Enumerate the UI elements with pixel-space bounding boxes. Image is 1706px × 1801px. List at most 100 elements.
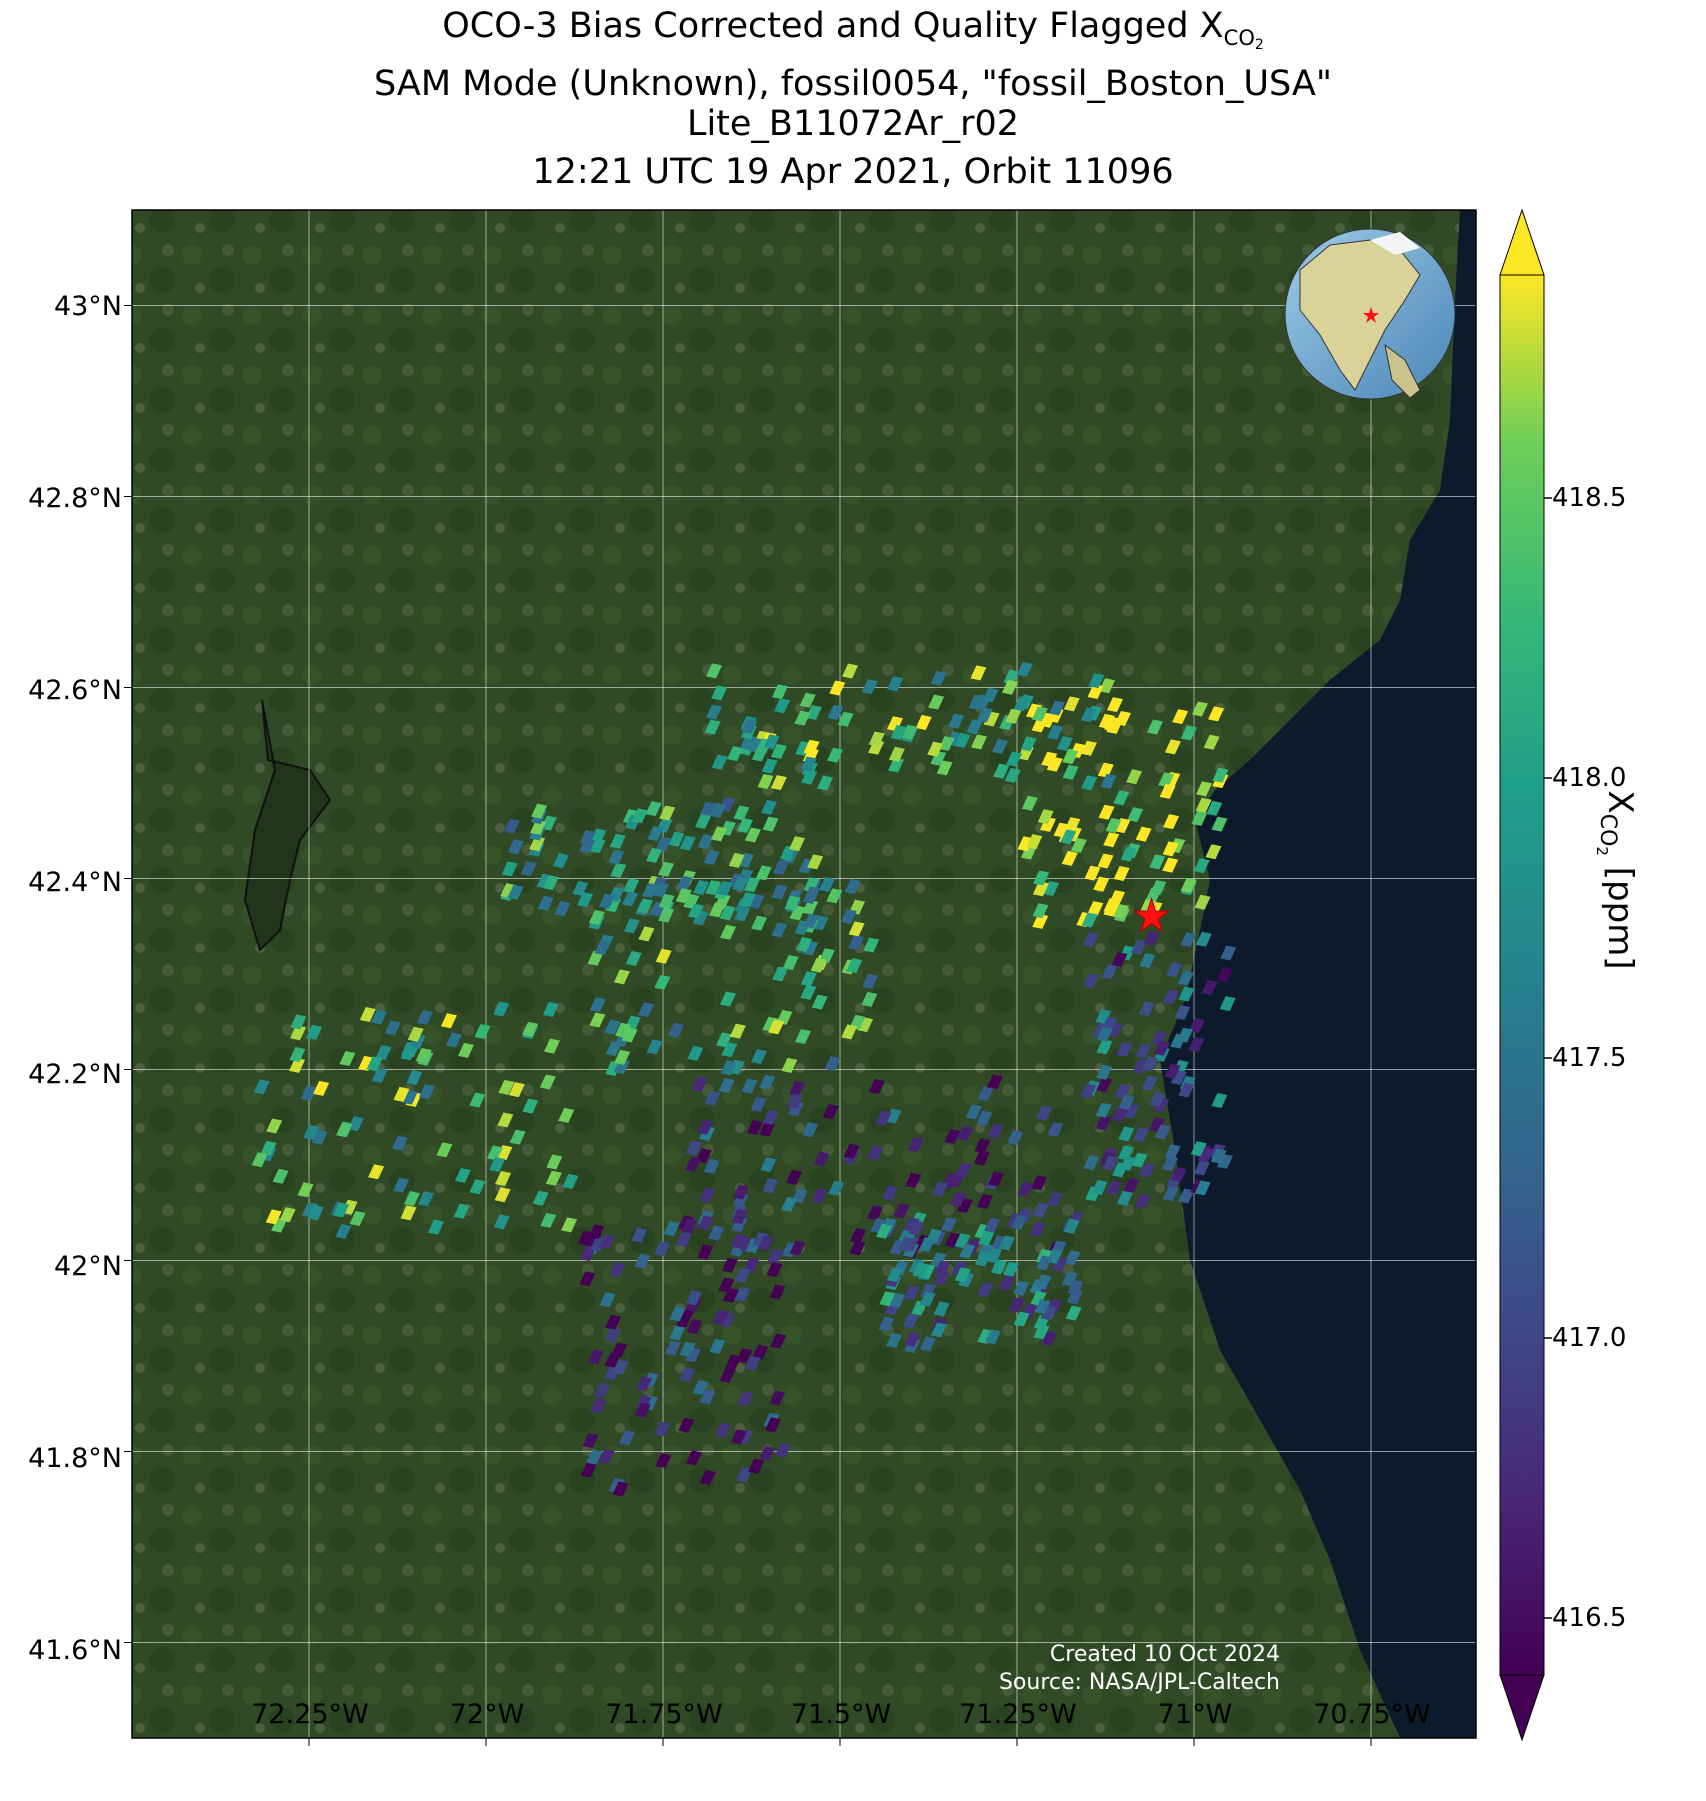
xco2-cell	[1220, 945, 1237, 961]
xco2-cell	[453, 1203, 470, 1219]
xco2-cell	[588, 909, 605, 925]
xco2-cell	[1135, 1043, 1152, 1059]
xco2-cell	[1096, 1039, 1113, 1055]
xco2-cell	[714, 1422, 731, 1438]
xco2-cell	[819, 877, 836, 893]
xco2-cell	[739, 735, 756, 751]
xco2-cell	[440, 1013, 457, 1029]
xco2-cell	[731, 1217, 748, 1233]
xco2-cell	[664, 1340, 681, 1356]
xco2-cell	[339, 1050, 356, 1066]
globe-star-icon	[1363, 307, 1379, 323]
xco2-cell	[1210, 1148, 1227, 1164]
xco2-cell	[1017, 1181, 1034, 1197]
xco2-cell	[1135, 826, 1152, 842]
xco2-cell	[251, 1152, 268, 1168]
xco2-cell	[732, 1184, 749, 1200]
xco2-cell	[265, 1209, 282, 1225]
xco2-cell	[1194, 1180, 1211, 1196]
xco2-cell	[796, 937, 813, 953]
xco2-cell	[759, 1074, 776, 1090]
xco2-cell	[605, 1041, 622, 1057]
xco2-cell	[1180, 725, 1197, 741]
xco2-cell	[1036, 1255, 1053, 1271]
xco2-cell	[768, 1019, 785, 1035]
xco2-cell	[764, 1417, 781, 1433]
xco2-cell	[1046, 1191, 1063, 1207]
xco2-cell	[577, 1230, 594, 1246]
xco2-cell	[289, 1046, 306, 1062]
xco2-cell	[655, 836, 672, 852]
xco2-cell	[683, 893, 700, 909]
xco2-cell	[1087, 683, 1104, 699]
xco2-cell	[789, 905, 806, 921]
xco2-cell	[612, 1359, 629, 1375]
xco2-cell	[1170, 1167, 1187, 1183]
xco2-cell	[1046, 756, 1063, 772]
xco2-cell	[501, 861, 518, 877]
xco2-cell	[253, 1079, 270, 1095]
xco2-cell	[654, 1421, 671, 1437]
globe-inset	[1284, 228, 1456, 400]
xco2-cell	[1051, 1256, 1068, 1272]
xco2-cell	[1003, 1261, 1020, 1277]
xco2-cell	[1114, 1083, 1131, 1099]
xco2-cell	[609, 1262, 626, 1278]
xco2-cell	[706, 663, 723, 679]
xco2-cell	[761, 799, 778, 815]
xco2-cell	[667, 1022, 684, 1038]
xco2-cell	[1120, 846, 1137, 862]
title-line-4: 12:21 UTC 19 Apr 2021, Orbit 11096	[532, 152, 1174, 192]
xco2-cell	[958, 1272, 975, 1288]
xco2-cell	[1088, 673, 1105, 689]
xco2-cell	[613, 969, 630, 985]
xco2-cell	[750, 1096, 767, 1112]
xco2-cell	[933, 1270, 950, 1286]
xco2-cell	[493, 1001, 510, 1017]
xco2-cell	[1098, 678, 1115, 694]
xco2-cell	[1008, 1297, 1025, 1313]
xco2-cell	[848, 934, 865, 950]
xco2-cell	[1064, 1250, 1081, 1266]
xco2-cell	[1112, 904, 1129, 920]
xco2-cell	[888, 746, 905, 762]
xco2-cell	[545, 1170, 562, 1186]
xco2-cell	[384, 1020, 401, 1036]
xco2-cell	[685, 1140, 702, 1156]
xco2-cell	[297, 1182, 314, 1198]
xco2-cell	[904, 1331, 921, 1347]
xco2-cell	[691, 1076, 708, 1092]
xco2-cell	[418, 1084, 435, 1100]
xco2-cell	[1133, 1127, 1150, 1143]
xco2-cell	[867, 1205, 884, 1221]
xco2-cell	[878, 1316, 895, 1332]
xco2-cell	[1084, 865, 1101, 881]
xco2-cell	[1034, 1298, 1051, 1314]
xco2-cell	[848, 921, 865, 937]
xco2-cell	[406, 1070, 423, 1086]
xco2-cell	[598, 893, 615, 909]
xco2-cell	[770, 775, 787, 791]
xco2-cell	[730, 1233, 747, 1249]
xco2-cell	[1180, 877, 1197, 893]
xco2-cell	[775, 1442, 792, 1458]
xco2-cell	[400, 1045, 417, 1061]
xco2-cell	[520, 861, 537, 877]
xco2-cell	[704, 719, 721, 735]
xco2-cell	[1208, 706, 1225, 722]
xco2-cell	[1193, 858, 1210, 874]
xco2-cell	[973, 1150, 990, 1166]
xco2-cell	[898, 1236, 915, 1252]
xco2-cell	[789, 1240, 806, 1256]
xco2-cell	[1040, 1305, 1057, 1321]
xco2-cell	[489, 1156, 506, 1172]
xco2-cell	[554, 901, 571, 917]
xco2-cell	[800, 984, 817, 1000]
xco2-cell	[1154, 1124, 1171, 1140]
xco2-cell	[1151, 1030, 1168, 1046]
xco2-cell	[613, 1058, 630, 1074]
xco2-cell	[623, 918, 640, 934]
xco2-cell	[782, 955, 799, 971]
xco2-cell	[679, 1341, 696, 1357]
